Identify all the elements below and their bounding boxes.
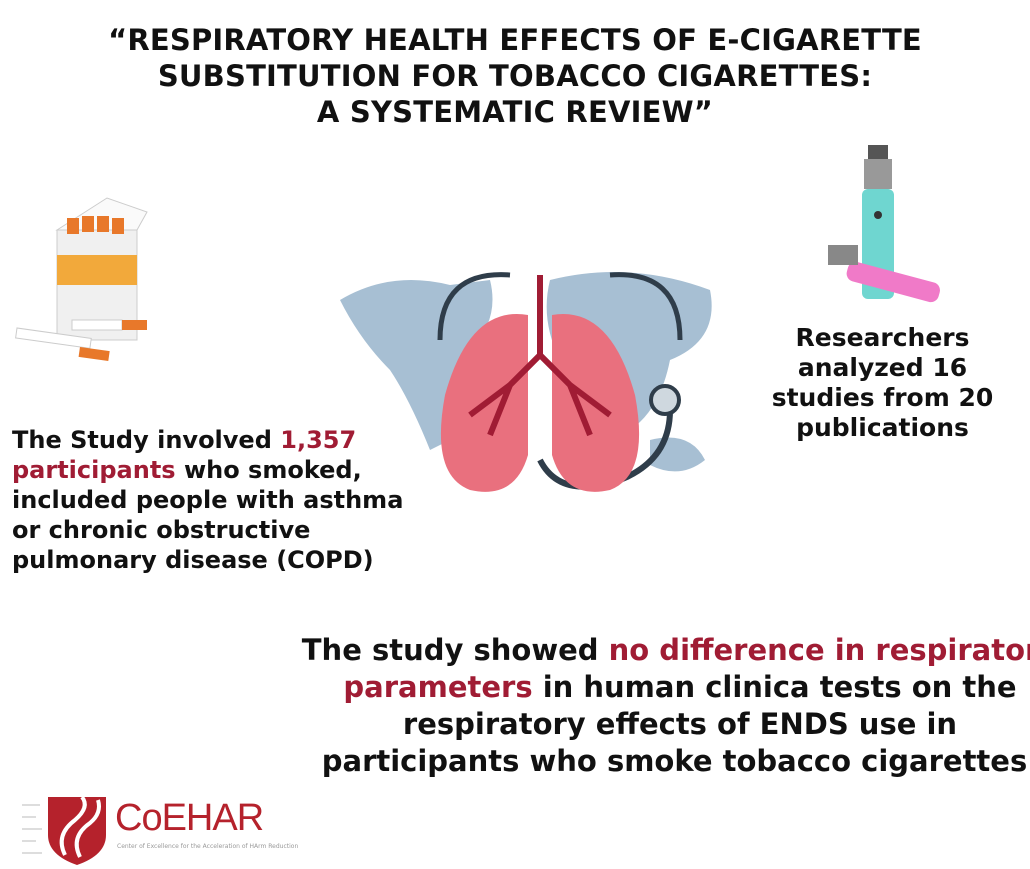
conclusion-text: The study showed no difference in respir…	[301, 633, 1030, 778]
participants-text: The Study involved 1,357 participants wh…	[12, 426, 404, 574]
e-cigarette-icon	[828, 145, 940, 303]
shield-logo-icon	[22, 795, 106, 865]
coehar-logo: CoEHAR Center of Excellence for the Acce…	[20, 795, 298, 865]
studies-text: Researchers analyzed 16 studies from 20 …	[771, 323, 994, 442]
cigarette-pack-icon	[15, 197, 148, 362]
page-title: “RESPIRATORY HEALTH EFFECTS OF E-CIGARET…	[108, 23, 922, 129]
world-map-icon	[340, 272, 712, 472]
lungs-icon	[440, 275, 640, 492]
